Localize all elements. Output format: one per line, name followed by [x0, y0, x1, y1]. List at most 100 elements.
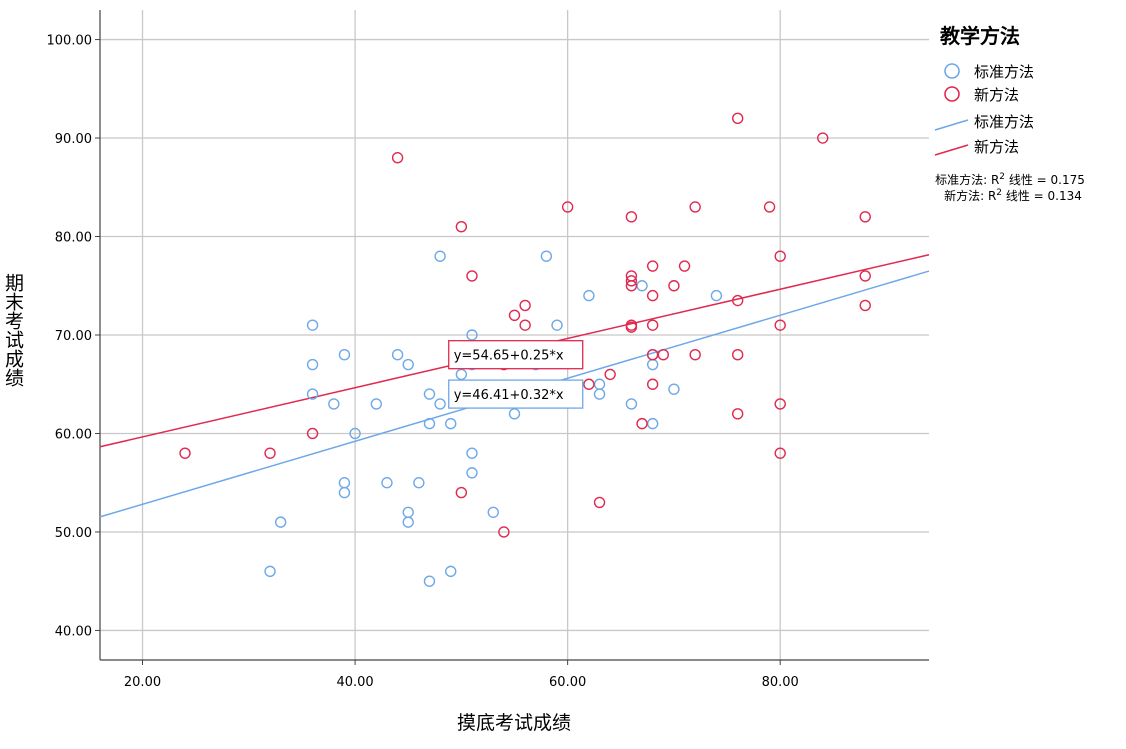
equation-text: y=54.65+0.25*x	[454, 349, 564, 364]
data-point	[402, 358, 414, 371]
data-point	[519, 299, 531, 312]
data-point	[402, 516, 414, 528]
legend-marker-new	[944, 86, 960, 102]
data-point	[774, 398, 786, 410]
data-point	[306, 358, 319, 371]
data-point	[859, 211, 871, 223]
data-point	[466, 447, 478, 459]
data-point	[445, 565, 457, 578]
data-point	[413, 477, 425, 489]
data-point	[668, 383, 680, 395]
y-tick-label: 90.00	[55, 132, 92, 147]
data-point	[306, 319, 319, 331]
data-point	[561, 201, 574, 213]
data-point	[731, 112, 744, 125]
equation-labels: y=46.41+0.32*x y=54.65+0.25*x	[448, 340, 584, 409]
data-point	[370, 398, 383, 410]
data-point	[710, 289, 723, 302]
data-point	[604, 368, 616, 381]
data-point	[646, 260, 659, 272]
data-point	[646, 358, 659, 371]
data-point	[423, 575, 436, 587]
data-point	[646, 417, 659, 430]
data-point	[402, 506, 414, 518]
data-point	[455, 368, 468, 381]
data-point	[508, 408, 521, 420]
data-point	[179, 447, 191, 459]
data-point	[455, 486, 468, 499]
data-point	[391, 152, 404, 164]
data-point	[646, 289, 659, 302]
data-point	[381, 477, 393, 489]
y-tick-label: 80.00	[55, 231, 92, 246]
data-point	[593, 388, 606, 400]
data-point	[338, 486, 351, 499]
r2-note-new: 新方法: R2 线性 = 0.134	[944, 188, 1082, 203]
legend-title: 教学方法	[940, 24, 1020, 48]
grid-lines	[100, 10, 929, 660]
equation-label-standard: y=46.41+0.32*x	[448, 379, 584, 409]
legend-line-label: 新方法	[974, 138, 1019, 156]
data-point	[859, 299, 871, 312]
data-point	[349, 427, 361, 440]
equation-text: y=46.41+0.32*x	[454, 388, 564, 403]
data-point	[657, 348, 669, 361]
data-point	[763, 201, 776, 213]
data-point	[689, 201, 701, 213]
data-point	[466, 467, 478, 479]
data-point	[625, 398, 638, 410]
legend-marker-label: 新方法	[974, 86, 1019, 104]
data-point	[264, 447, 276, 459]
data-point	[636, 280, 648, 292]
data-point	[540, 250, 553, 262]
data-point	[774, 447, 786, 459]
data-point	[445, 417, 457, 430]
data-point	[625, 211, 638, 223]
y-tick-label: 60.00	[55, 427, 92, 442]
legend-marker-standard	[944, 63, 960, 79]
data-point	[625, 280, 638, 292]
data-point	[731, 408, 744, 420]
data-point	[593, 496, 606, 509]
data-point	[306, 427, 319, 440]
legend-marker-label: 标准方法	[974, 63, 1034, 81]
data-point	[466, 329, 478, 341]
x-tick-label: 80.00	[762, 675, 799, 690]
data-point	[434, 398, 446, 410]
x-tick-label: 20.00	[124, 675, 161, 690]
data-point	[774, 319, 786, 331]
y-tick-label: 70.00	[55, 329, 92, 344]
data-point	[338, 348, 351, 361]
data-point	[274, 516, 287, 528]
data-point	[519, 319, 531, 331]
r2-note-standard: 标准方法: R2 线性 = 0.175	[935, 172, 1085, 187]
data-point	[859, 270, 871, 282]
data-point	[338, 477, 351, 489]
equation-box	[448, 340, 584, 370]
data-point	[508, 309, 521, 322]
data-point	[391, 348, 404, 361]
data-point	[498, 526, 510, 538]
data-point	[423, 417, 436, 430]
tick-labels: 20.00 40.00 60.00 80.00 40.00 50.00 60.00 70.00…	[47, 34, 799, 690]
data-point	[583, 378, 595, 390]
data-point	[583, 289, 595, 302]
data-point	[306, 388, 319, 400]
y-tick-label: 100.00	[47, 34, 93, 49]
data-point	[731, 348, 744, 361]
x-axis-title: 摸底考试成绩	[457, 712, 571, 734]
data-point	[731, 294, 744, 307]
data-point	[625, 321, 638, 333]
legend-line-new	[934, 144, 969, 156]
equation-box	[448, 379, 584, 409]
y-axis-title: 期末考试成绩	[2, 273, 24, 387]
y-tick-label: 40.00	[55, 624, 92, 639]
x-tick-label: 40.00	[336, 675, 373, 690]
equation-label-new: y=54.65+0.25*x	[448, 340, 584, 370]
data-point	[646, 378, 659, 390]
data-points	[179, 112, 871, 587]
data-point	[487, 506, 499, 518]
data-point	[264, 565, 276, 578]
